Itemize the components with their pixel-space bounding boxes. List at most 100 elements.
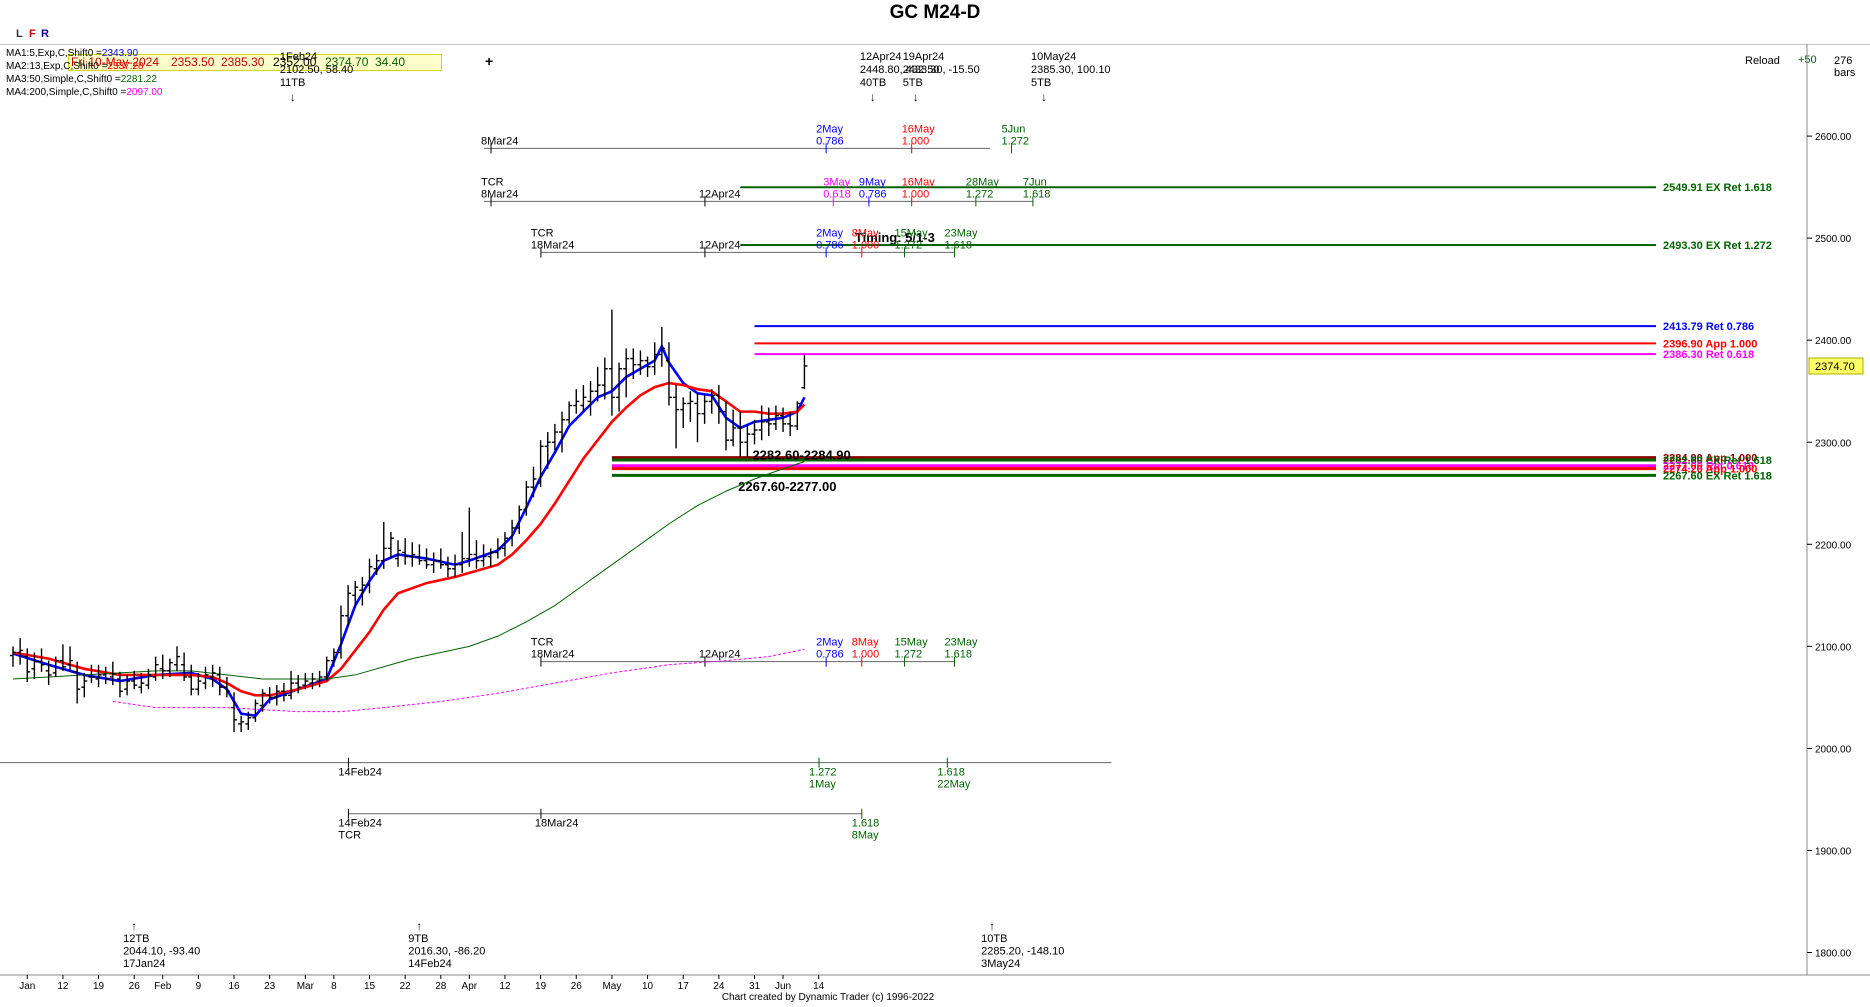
x-tick-label: May: [602, 981, 621, 992]
time-projection-date: 15May: [895, 637, 929, 649]
y-tick-label: 2200.00: [1815, 540, 1852, 551]
time-projection-date: 1May: [809, 779, 836, 791]
ma1-label: MA1:5,Exp,C,Shift0 =: [6, 48, 102, 59]
price-level-label: 2267.60 EX Ret 1.618: [1663, 470, 1772, 482]
swing-arrow-up-icon: ↑: [989, 919, 995, 933]
ma2-value: 2337.28: [107, 61, 144, 72]
toolbar-button-r[interactable]: R: [41, 28, 49, 40]
time-projection-ratio: 1.618: [852, 818, 880, 830]
x-tick-label: 15: [364, 981, 376, 992]
swing-arrow-down-icon: ↓: [913, 90, 919, 104]
ohlc-low: 2352.00: [273, 55, 317, 69]
price-level-label: 2282.60 EX Ret 1.618: [1663, 455, 1772, 467]
x-tick-label: 14: [813, 981, 825, 992]
chart-footer: Chart created by Dynamic Trader (c) 1996…: [721, 992, 935, 1003]
ma-legend-row: MA1:5,Exp,C,Shift0 =2343.90: [6, 47, 163, 60]
swing-label-line: 19Apr24: [903, 51, 945, 63]
x-tick-label: 23: [264, 981, 276, 992]
ohlc-date: Fri 10-May-2024: [71, 55, 160, 69]
swing-label-line: 10May24: [1031, 51, 1076, 63]
x-tick-label: 19: [535, 981, 547, 992]
swing-label-line: 40TB: [860, 77, 886, 89]
time-projection-start-label: 8Mar24: [481, 135, 518, 147]
moving-average-line: [112, 648, 805, 713]
bars-count: 276 bars: [1834, 55, 1856, 79]
time-projection-ratio: 1.000: [902, 135, 930, 147]
price-level-label: 2493.30 EX Ret 1.272: [1663, 240, 1772, 252]
price-level-label: 2386.30 Ret 0.618: [1663, 349, 1754, 361]
time-projection-ratio: 1.618: [944, 649, 972, 661]
time-projection-ratio: 1.618: [944, 239, 972, 251]
swing-label-line: 2016.30, -86.20: [408, 946, 485, 958]
x-tick-label: 24: [713, 981, 725, 992]
y-tick-label: 2500.00: [1815, 234, 1852, 245]
time-projection-date: 23May: [944, 227, 978, 239]
time-projection-date: 15May: [895, 227, 929, 239]
time-projection-start-label: 18Mar24: [531, 649, 574, 661]
swing-label-line: 2044.10, -93.40: [123, 946, 200, 958]
time-projection-start-label: 14Feb24: [338, 767, 381, 779]
y-tick-label: 2600.00: [1815, 132, 1852, 143]
swing-label-line: 2285.20, -148.10: [981, 946, 1064, 958]
x-tick-label: 8: [331, 981, 337, 992]
time-projection-ratio: 1.272: [1002, 135, 1030, 147]
time-projection-date: 7Jun: [1023, 176, 1047, 188]
price-level-label: 2274.20 App 1.000: [1663, 464, 1757, 476]
time-projection-tag: TCR: [531, 637, 554, 649]
toolbar-button-f[interactable]: F: [29, 28, 36, 40]
ma3-value: 2281.22: [120, 74, 157, 85]
time-projection-date: 3May: [823, 176, 850, 188]
y-tick-label: 1900.00: [1815, 846, 1852, 857]
ma-legend-row: MA2:13,Exp,C,Shift0 =2337.28: [6, 60, 163, 73]
ohlc-readout: Fri 10-May-2024 2353.50 2385.30 2352.00 …: [68, 54, 442, 71]
moving-average-line: [12, 343, 806, 718]
time-projection-mid-label: 18Mar24: [535, 818, 578, 830]
time-projection-date: 5Jun: [1002, 123, 1026, 135]
swing-label-line: 1Feb24: [280, 51, 317, 63]
time-projection-ratio: 0.786: [816, 649, 844, 661]
swing-label-line: 11TB: [280, 77, 305, 89]
time-projection-ratio: 1.272: [966, 188, 994, 200]
time-projection-date: 8May: [852, 637, 879, 649]
y-tick-label: 2400.00: [1815, 336, 1852, 347]
x-tick-label: Jun: [775, 981, 791, 992]
time-projection-mid-label: 12Apr24: [699, 239, 741, 251]
time-projection-ratio: 1.272: [895, 239, 923, 251]
time-projection-date: 28May: [966, 176, 1000, 188]
time-projection-start-label: 18Mar24: [531, 239, 574, 251]
time-projection-ratio: 0.786: [816, 239, 844, 251]
swing-label-line: 12Apr24: [860, 51, 902, 63]
x-tick-label: Jan: [19, 981, 35, 992]
price-level-label: 2396.90 App 1.000: [1663, 338, 1757, 350]
price-level-label: 2277.00 Ret 0.618: [1663, 461, 1754, 473]
time-projection-ratio: 1.000: [852, 239, 880, 251]
price-level-label: 2284.90 App 1.000: [1663, 453, 1757, 465]
crosshair-icon[interactable]: +: [485, 53, 494, 69]
swing-label-line: 2385.30, 100.10: [1031, 64, 1111, 76]
x-tick-label: Apr: [462, 981, 478, 992]
time-projection-date: 9May: [859, 176, 886, 188]
time-projection-ratio: 1.000: [902, 188, 930, 200]
swing-label-line: 5TB: [1031, 77, 1051, 89]
time-projection-date: 2May: [816, 227, 843, 239]
x-tick-label: 31: [749, 981, 761, 992]
time-projection-date: 8May: [852, 830, 879, 842]
ma-legend-row: MA4:200,Simple,C,Shift0 =2097.00: [6, 86, 163, 99]
x-tick-label: 17: [678, 981, 690, 992]
time-projection-ratio: 1.618: [1023, 188, 1051, 200]
ma4-label: MA4:200,Simple,C,Shift0 =: [6, 87, 127, 98]
swing-arrow-down-icon: ↓: [1041, 90, 1047, 104]
last-price-label: 2374.70: [1815, 361, 1855, 373]
time-projection-ratio: 0.786: [859, 188, 887, 200]
y-tick-label: 2300.00: [1815, 438, 1852, 449]
x-tick-label: Feb: [154, 981, 172, 992]
x-tick-label: 12: [57, 981, 69, 992]
y-tick-label: 1800.00: [1815, 949, 1852, 960]
toolbar-button-l[interactable]: L: [16, 28, 23, 40]
swing-label-line: 12TB: [123, 933, 149, 945]
reload-button[interactable]: Reload: [1745, 55, 1780, 67]
time-projection-date: 22May: [937, 779, 971, 791]
time-projection-start-label: 8Mar24: [481, 188, 518, 200]
swing-arrow-down-icon: ↓: [870, 90, 876, 104]
